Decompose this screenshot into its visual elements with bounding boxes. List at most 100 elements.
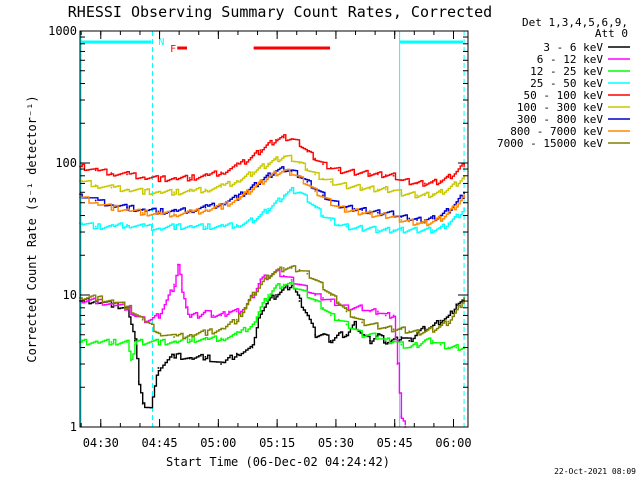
- series-3-point-22: [330, 219, 332, 221]
- series-3-point-33: [416, 229, 418, 231]
- series-2-point-5: [134, 341, 136, 343]
- series-7-point-21: [322, 196, 324, 199]
- series-4-point-30: [392, 174, 395, 177]
- series-1-point-27: [298, 283, 301, 286]
- series-0-point-7: [149, 406, 152, 409]
- series-line-2: [80, 281, 465, 361]
- series-4-point-8: [204, 174, 207, 177]
- series-8-point-12: [251, 294, 254, 296]
- series-8-point-3: [126, 305, 128, 308]
- x-tick-label-4: 05:30: [318, 436, 354, 450]
- series-line-7: [80, 168, 465, 227]
- series-6-point-32: [408, 217, 411, 220]
- series-3-point-25: [353, 227, 356, 230]
- series-0-point-22: [314, 333, 316, 336]
- series-2-point-28: [369, 333, 371, 336]
- series-8-point-14: [267, 274, 269, 277]
- series-5-point-27: [369, 187, 371, 190]
- series-3-point-12: [251, 219, 254, 221]
- series-6-point-31: [400, 216, 403, 218]
- series-3-point-24: [345, 225, 348, 228]
- series-6-point-37: [447, 209, 450, 211]
- x-tick-label-5: 05:45: [377, 436, 413, 450]
- series-7-point-1: [94, 201, 97, 204]
- series-4-point-24: [345, 170, 348, 173]
- series-line-5: [80, 154, 465, 199]
- series-0-point-39: [447, 316, 450, 318]
- series-7-point-28: [377, 214, 379, 217]
- series-0-point-27: [353, 323, 356, 326]
- series-5-point-31: [400, 192, 403, 195]
- x-tick-label-1: 04:45: [141, 436, 177, 450]
- series-0-point-29: [369, 339, 371, 342]
- series-2-point-12: [235, 333, 238, 336]
- series-4-point-2: [110, 172, 113, 174]
- series-8-point-24: [345, 310, 348, 313]
- series-2: [79, 281, 465, 362]
- series-5-point-39: [463, 175, 465, 178]
- series-6-point-19: [306, 181, 309, 183]
- series-1-point-8: [165, 300, 168, 302]
- series-5-point-9: [220, 186, 222, 188]
- series-8-point-23: [337, 301, 340, 304]
- series-8-point-4: [141, 318, 144, 321]
- series-1-point-35: [361, 306, 363, 309]
- series-3-point-26: [361, 227, 363, 230]
- series-4-point-20: [314, 157, 316, 160]
- axes: 04:30 04:45 05:00 05:15 05:30 05:45 06:00 1 10 10…: [48, 24, 471, 450]
- series-0-point-24: [330, 339, 332, 342]
- series-8-point-8: [204, 331, 207, 334]
- series-0-point-26: [345, 333, 348, 336]
- series-0-point-20: [298, 300, 301, 302]
- series-0-point-9: [173, 354, 175, 356]
- legend-label-5: 100 - 300 keV: [517, 101, 603, 114]
- series-1-point-22: [259, 279, 262, 281]
- series-4-point-16: [282, 136, 285, 139]
- series-7-point-14: [267, 176, 269, 179]
- series-5-point-33: [416, 194, 418, 197]
- series-2-point-35: [424, 339, 426, 342]
- series-5-point-12: [251, 171, 254, 174]
- series-3-point-21: [322, 214, 324, 217]
- series-0-point-23: [322, 333, 324, 336]
- series-3-point-1: [94, 225, 97, 228]
- series-1-point-39: [392, 314, 395, 317]
- series-2-point-10: [204, 338, 207, 341]
- series-3-point-9: [220, 225, 222, 228]
- series-2-point-19: [298, 288, 301, 291]
- series-4-point-6: [173, 177, 175, 180]
- series-8-point-29: [384, 327, 387, 330]
- series-2-point-37: [439, 343, 442, 346]
- series-6-point-5: [157, 210, 160, 213]
- series-5-point-19: [306, 168, 309, 170]
- series-3-point-34: [424, 229, 426, 231]
- series-1: [79, 263, 407, 428]
- series-0-point-25: [337, 333, 340, 336]
- y-tick-label-2: 100: [55, 156, 77, 170]
- series-5-point-18: [298, 162, 301, 164]
- annotation-n: N: [158, 37, 164, 48]
- series-line-8: [80, 265, 465, 340]
- series-6-point-26: [361, 209, 363, 211]
- series-2-point-24: [337, 318, 340, 321]
- series-1-point-7: [157, 314, 160, 317]
- series-3-point-38: [455, 216, 458, 218]
- series-2-point-29: [377, 336, 379, 338]
- series-0-point-14: [251, 346, 254, 349]
- series-1-point-11: [181, 288, 183, 291]
- series-group: [79, 134, 465, 428]
- series-7-point-7: [188, 211, 191, 214]
- series-8-point-35: [431, 328, 434, 331]
- series-3-point-14: [267, 207, 269, 210]
- series-5-point-32: [408, 193, 411, 196]
- series-4-point-29: [384, 174, 387, 176]
- y-tick-label-0: 1: [70, 420, 77, 434]
- series-0-point-40: [455, 303, 458, 306]
- series-0-point-4: [134, 339, 136, 342]
- series-1-point-38: [384, 314, 387, 317]
- series-7-point-37: [447, 211, 450, 214]
- series-7-point-20: [314, 190, 316, 193]
- plot-frame: [79, 30, 469, 428]
- series-7-point-38: [455, 204, 458, 206]
- series-8-point-34: [424, 330, 426, 333]
